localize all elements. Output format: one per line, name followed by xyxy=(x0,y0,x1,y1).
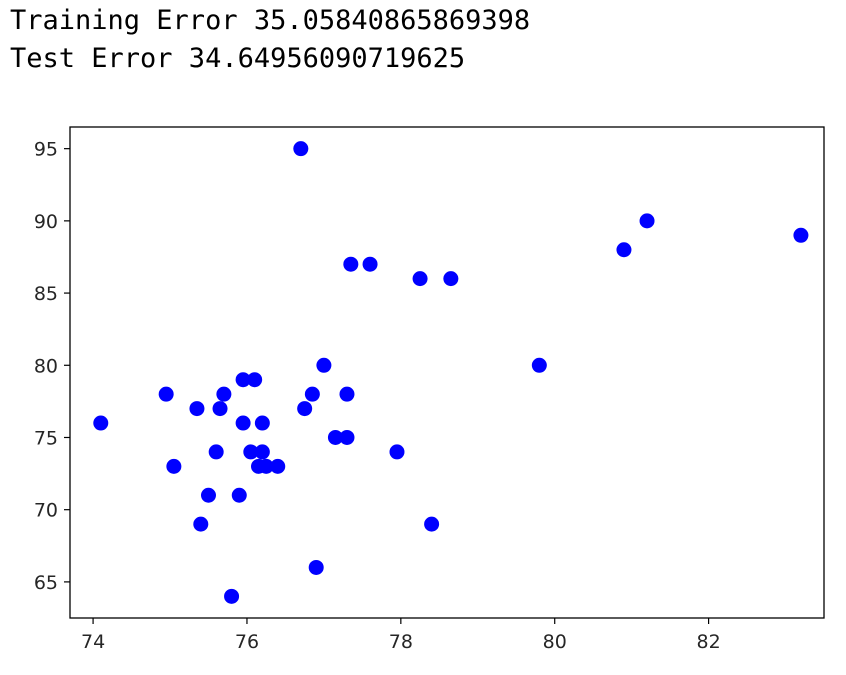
data-point xyxy=(339,429,355,445)
data-point xyxy=(231,487,247,503)
test-error-text: Test Error 34.64956090719625 xyxy=(10,43,466,74)
data-point xyxy=(258,458,274,474)
data-point xyxy=(297,401,313,417)
data-point xyxy=(616,242,632,258)
data-point xyxy=(189,401,205,417)
x-tick-label: 78 xyxy=(389,631,413,653)
data-point xyxy=(343,256,359,272)
y-tick-label: 95 xyxy=(34,139,58,161)
data-point xyxy=(166,458,182,474)
data-point xyxy=(793,227,809,243)
data-point xyxy=(243,444,259,460)
data-point xyxy=(254,415,270,431)
y-axis: 65 70 75 80 85 90 95 xyxy=(34,139,70,594)
data-points xyxy=(93,141,809,604)
data-point xyxy=(304,386,320,402)
data-point xyxy=(254,444,270,460)
data-point xyxy=(389,444,405,460)
x-tick-label: 76 xyxy=(235,631,259,653)
data-point xyxy=(235,372,251,388)
data-point xyxy=(327,429,343,445)
data-point xyxy=(308,559,324,575)
data-point xyxy=(216,386,232,402)
x-tick-label: 80 xyxy=(543,631,567,653)
data-point xyxy=(212,401,228,417)
y-tick-label: 85 xyxy=(34,283,58,305)
data-point xyxy=(247,372,263,388)
x-tick-label: 74 xyxy=(81,631,105,653)
data-point xyxy=(443,271,459,287)
data-point xyxy=(200,487,216,503)
data-point xyxy=(639,213,655,229)
y-tick-label: 70 xyxy=(34,500,58,522)
data-point xyxy=(235,415,251,431)
plot-area xyxy=(69,126,825,619)
data-point xyxy=(293,141,309,157)
data-point xyxy=(412,271,428,287)
x-axis: 74 76 78 80 82 xyxy=(81,618,721,653)
data-point xyxy=(93,415,109,431)
data-point xyxy=(224,588,240,604)
data-point xyxy=(208,444,224,460)
data-point xyxy=(424,516,440,532)
x-tick-label: 82 xyxy=(696,631,720,653)
data-point xyxy=(316,357,332,373)
data-point xyxy=(270,458,286,474)
data-point xyxy=(158,386,174,402)
training-error-text: Training Error 35.05840865869398 xyxy=(10,5,531,36)
y-tick-label: 75 xyxy=(34,427,58,449)
y-tick-label: 80 xyxy=(34,355,58,377)
y-tick-label: 65 xyxy=(34,572,58,594)
data-point xyxy=(339,386,355,402)
data-point xyxy=(193,516,209,532)
data-point xyxy=(531,357,547,373)
y-tick-label: 90 xyxy=(34,211,58,233)
data-point xyxy=(362,256,378,272)
output-text: Training Error 35.05840865869398 Test Err… xyxy=(10,2,530,78)
